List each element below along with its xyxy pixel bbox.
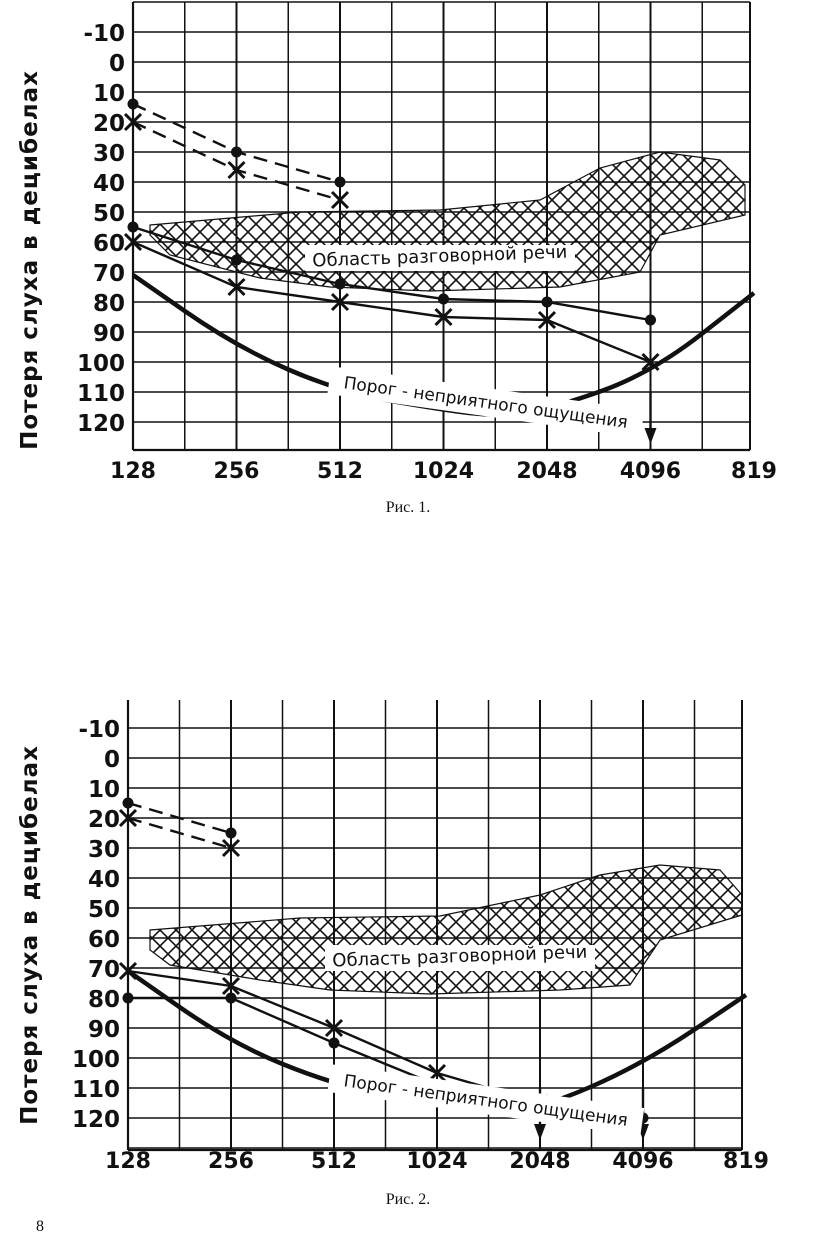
y-tick-label: 70 xyxy=(88,957,120,983)
speech-area-label-bg xyxy=(325,945,595,971)
data-point-cross xyxy=(330,292,350,312)
data-point-dot xyxy=(122,992,134,1004)
y-tick-label: 40 xyxy=(88,867,120,893)
y-tick-label: 50 xyxy=(88,897,120,923)
data-point-dot xyxy=(645,314,656,326)
series-line-3 xyxy=(132,240,651,364)
threshold-label-bg xyxy=(327,366,645,438)
data-point-dot xyxy=(127,98,139,110)
data-point-cross xyxy=(221,838,241,858)
y-tick-label: 70 xyxy=(93,261,125,287)
x-tick-label: 1024 xyxy=(413,459,474,484)
data-point-cross xyxy=(227,277,246,297)
figure-1: Потеря слуха в децибелах Область разгово… xyxy=(0,0,816,530)
data-point-dot xyxy=(334,176,346,188)
y-tick-label: 90 xyxy=(88,1017,120,1043)
x-tick-label: 512 xyxy=(317,459,363,484)
threshold-label-bg xyxy=(327,1064,645,1136)
y-tick-label: 80 xyxy=(93,291,125,317)
data-point-dot xyxy=(231,146,242,158)
down-arrow-head xyxy=(534,1124,546,1140)
y-tick-label: 0 xyxy=(104,747,120,773)
data-point-cross xyxy=(434,307,453,327)
data-point-cross xyxy=(118,808,138,828)
x-tick-label: 512 xyxy=(311,1149,357,1174)
y-tick-label: -10 xyxy=(78,717,120,743)
x-tick-label: 2048 xyxy=(509,1149,570,1174)
y-tick-label: 120 xyxy=(72,1107,120,1133)
down-arrow-head xyxy=(644,428,657,444)
y-axis-label: Потеря слуха в децибелах xyxy=(17,70,43,450)
y-tick-label: 10 xyxy=(88,777,120,803)
x-tick-label: 4096 xyxy=(620,459,681,484)
data-point-dot xyxy=(328,1037,340,1049)
x-tick-label: 2048 xyxy=(516,459,577,484)
data-point-dot xyxy=(122,797,134,809)
x-tick-label: 128 xyxy=(110,459,156,484)
figure-caption: Рис. 1. xyxy=(385,499,431,516)
y-tick-label: 0 xyxy=(109,51,125,77)
data-point-cross xyxy=(330,190,350,210)
data-point-dot xyxy=(231,254,242,266)
y-tick-label: 30 xyxy=(88,837,120,863)
y-tick-label: 10 xyxy=(93,81,125,107)
data-point-dot xyxy=(438,293,449,305)
y-tick-label: 30 xyxy=(93,141,125,167)
data-point-cross xyxy=(123,112,143,132)
data-point-cross xyxy=(221,976,241,996)
y-tick-label: -10 xyxy=(83,21,125,47)
page-number: 8 xyxy=(36,1218,44,1235)
data-point-cross xyxy=(537,310,557,330)
y-tick-label: 20 xyxy=(88,807,120,833)
y-tick-label: 100 xyxy=(77,351,125,377)
chart-2: Область разговорной речи-100102030405060… xyxy=(72,700,769,1174)
series-line-0 xyxy=(127,801,232,835)
x-tick-label: 1024 xyxy=(406,1149,467,1174)
speech-area xyxy=(149,151,746,292)
y-tick-label: 110 xyxy=(77,381,125,407)
figure-caption: Рис. 2. xyxy=(385,1191,431,1208)
chart-1: Область разговорной речи-100102030405060… xyxy=(77,1,777,484)
y-tick-label: 60 xyxy=(88,927,120,953)
figure-2: Потеря слуха в децибелах Область разгово… xyxy=(0,690,816,1210)
y-tick-label: 60 xyxy=(93,231,125,257)
y-tick-label: 100 xyxy=(72,1047,120,1073)
speech-area xyxy=(149,864,743,995)
x-tick-label: 128 xyxy=(105,1149,151,1174)
data-point-cross xyxy=(324,1018,344,1038)
data-point-cross xyxy=(123,232,143,252)
y-tick-label: 90 xyxy=(93,321,125,347)
data-point-dot xyxy=(334,278,346,290)
data-point-dot xyxy=(127,221,139,233)
y-tick-label: 110 xyxy=(72,1077,120,1103)
data-point-dot xyxy=(225,992,237,1004)
x-tick-label: 4096 xyxy=(612,1149,673,1174)
data-point-cross xyxy=(227,160,246,180)
series-line-2 xyxy=(132,225,651,322)
x-tick-label: 256 xyxy=(208,1149,254,1174)
x-tick-label: 256 xyxy=(214,459,260,484)
y-tick-label: 20 xyxy=(93,111,125,137)
y-tick-label: 40 xyxy=(93,171,125,197)
y-tick-label: 120 xyxy=(77,411,125,437)
y-tick-label: 50 xyxy=(93,201,125,227)
x-tick-label: 819 xyxy=(731,459,777,484)
y-tick-label: 80 xyxy=(88,987,120,1013)
series-line-1 xyxy=(127,816,232,850)
data-point-dot xyxy=(225,827,237,839)
speech-area-label-bg xyxy=(305,245,575,271)
data-point-dot xyxy=(541,296,553,308)
x-tick-label: 819 xyxy=(723,1149,769,1174)
y-axis-label: Потеря слуха в децибелах xyxy=(17,745,43,1125)
